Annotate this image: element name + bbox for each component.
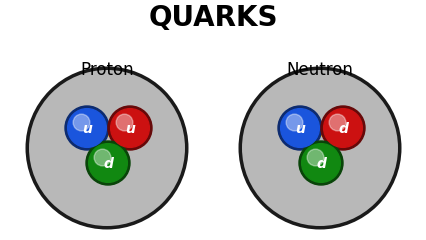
Circle shape — [277, 106, 321, 150]
Text: Proton: Proton — [80, 61, 133, 79]
Circle shape — [108, 106, 152, 150]
Ellipse shape — [26, 66, 188, 229]
Text: d: d — [315, 157, 325, 171]
Circle shape — [328, 114, 345, 131]
Circle shape — [285, 114, 302, 131]
Text: QUARKS: QUARKS — [148, 4, 277, 32]
Circle shape — [86, 141, 130, 185]
Circle shape — [301, 144, 340, 182]
Circle shape — [67, 109, 106, 147]
Circle shape — [320, 106, 364, 150]
Text: u: u — [82, 122, 92, 136]
Circle shape — [73, 114, 89, 131]
Ellipse shape — [238, 66, 400, 229]
Circle shape — [323, 109, 362, 147]
Circle shape — [280, 109, 319, 147]
Ellipse shape — [242, 70, 397, 226]
Circle shape — [306, 149, 323, 166]
Text: Neutron: Neutron — [286, 61, 353, 79]
Text: d: d — [337, 122, 347, 136]
Circle shape — [110, 109, 149, 147]
Circle shape — [116, 114, 132, 131]
Circle shape — [94, 149, 111, 166]
Circle shape — [298, 141, 342, 185]
Circle shape — [65, 106, 109, 150]
Text: u: u — [125, 122, 135, 136]
Circle shape — [89, 144, 127, 182]
Text: d: d — [103, 157, 112, 171]
Ellipse shape — [29, 70, 184, 226]
Text: u: u — [294, 122, 304, 136]
